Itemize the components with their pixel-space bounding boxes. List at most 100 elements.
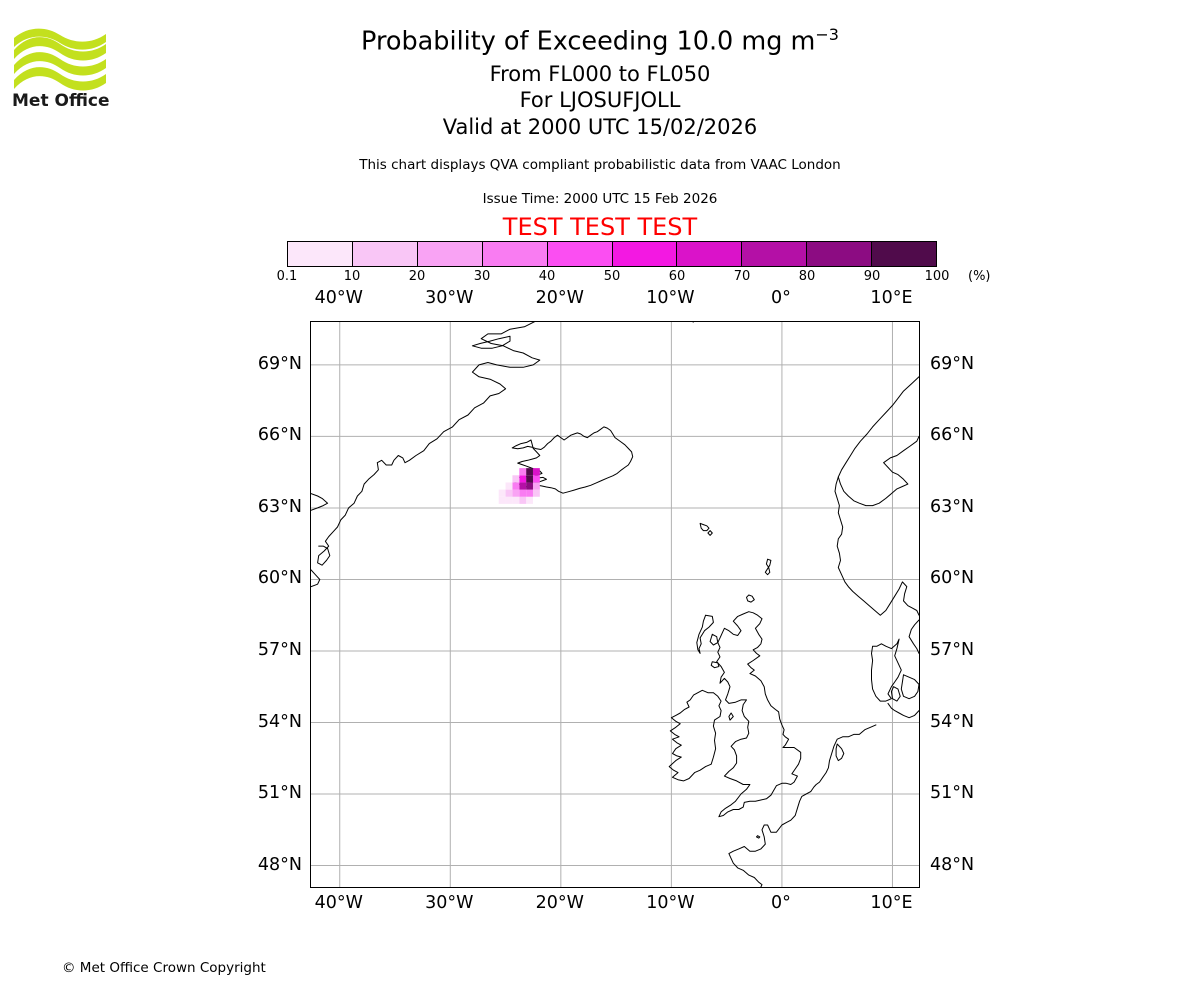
axis-label-right-60°N: 60°N (930, 568, 975, 589)
probability-cell-17 (532, 489, 540, 497)
axis-label-right-69°N: 69°N (930, 353, 975, 374)
axis-label-left-60°N: 60°N (257, 568, 302, 589)
colorbar-segment-0 (288, 242, 352, 266)
probability-cell-6 (532, 475, 540, 483)
colorbar-segment-8 (806, 242, 872, 266)
axis-label-top-20°W: 20°W (535, 288, 584, 308)
coastline-27 (887, 702, 919, 719)
axis-label-top-40°W: 40°W (314, 288, 363, 308)
axis-label-left-63°N: 63°N (257, 496, 302, 517)
qva-note: This chart displays QVA compliant probab… (359, 157, 841, 173)
probability-cell-13 (505, 489, 513, 497)
axis-label-top-10°W: 10°W (646, 288, 695, 308)
coastline-18 (834, 476, 919, 616)
probability-cell-11 (532, 482, 540, 490)
colorbar-tick-80: 80 (798, 269, 816, 284)
probability-cell-7 (505, 482, 513, 490)
coastline-2 (311, 569, 321, 588)
coastline-13 (728, 712, 734, 721)
coastline-26 (756, 835, 761, 839)
colorbar-tick-30: 30 (473, 269, 491, 284)
page-title-text: Probability of Exceeding 10.0 mg m (361, 26, 816, 57)
map-svg (311, 322, 919, 887)
logo-wave-1 (14, 37, 106, 61)
axis-label-bottom-10°W: 10°W (646, 893, 695, 913)
coastline-22 (890, 686, 901, 702)
colorbar-gradient (287, 241, 937, 267)
probability-cell-20 (512, 496, 520, 504)
colorbar-tick-0.1: 0.1 (276, 269, 298, 284)
probability-cell-21 (519, 496, 527, 504)
probability-cell-18 (498, 496, 506, 504)
logo-wave-group (14, 28, 106, 91)
probability-cell-2 (532, 468, 540, 476)
colorbar-tick-20: 20 (408, 269, 426, 284)
issue-time: Issue Time: 2000 UTC 15 Feb 2026 (482, 191, 718, 207)
colorbar-segment-7 (741, 242, 807, 266)
coastline-9 (764, 558, 772, 576)
colorbar-segment-1 (351, 242, 417, 266)
axis-label-left-69°N: 69°N (257, 353, 302, 374)
colorbar-segment-3 (481, 242, 547, 266)
coastline-23 (810, 724, 877, 793)
colorbar-tick-10: 10 (343, 269, 361, 284)
axis-label-left-66°N: 66°N (257, 425, 302, 446)
probability-cell-10 (526, 482, 533, 490)
coastline-20 (871, 638, 902, 702)
flight-level-range: From FL000 to FL050 (489, 62, 711, 86)
colorbar-segment-6 (676, 242, 742, 266)
coastline-17 (837, 376, 919, 507)
map-plot-area[interactable] (310, 321, 920, 888)
axis-label-left-57°N: 57°N (257, 639, 302, 660)
probability-cell-15 (519, 489, 527, 497)
axis-label-bottom-20°W: 20°W (535, 893, 584, 913)
axis-label-bottom-10°E: 10°E (870, 893, 913, 913)
axis-label-right-48°N: 48°N (930, 854, 975, 875)
test-banner: TEST TEST TEST (502, 213, 698, 241)
axis-label-right-54°N: 54°N (930, 711, 975, 732)
logo-wave-2 (14, 52, 106, 76)
axis-label-right-57°N: 57°N (930, 639, 975, 660)
probability-cell-1 (526, 468, 533, 476)
coastline-11 (716, 611, 802, 818)
coastline-8 (707, 530, 713, 536)
colorbar (287, 241, 937, 267)
page-title-exponent: −3 (815, 25, 839, 44)
axis-label-left-54°N: 54°N (257, 711, 302, 732)
colorbar-tick-90: 90 (863, 269, 881, 284)
coastline-21 (900, 674, 919, 700)
coastline-10 (746, 594, 755, 603)
coastline-25 (728, 791, 812, 887)
colorbar-ticks: 0.1 10 20 30 40 50 60 70 80 90 100 (277, 269, 950, 287)
colorbar-segment-5 (611, 242, 677, 266)
coastline-12 (668, 689, 722, 782)
logo-wave-3 (14, 67, 106, 91)
colorbar-segment-9 (871, 242, 937, 266)
coastline-24 (835, 743, 845, 762)
axis-label-top-0°: 0° (770, 288, 791, 308)
axis-label-bottom-0°: 0° (770, 893, 791, 913)
probability-cell-8 (512, 482, 520, 490)
probability-cell-16 (526, 489, 533, 497)
met-office-logo: Met Office (12, 20, 110, 115)
probability-cell-22 (526, 496, 533, 504)
coastline-19 (908, 619, 919, 654)
probability-cell-14 (512, 489, 520, 497)
axis-label-bottom-40°W: 40°W (314, 893, 363, 913)
colorbar-segment-4 (546, 242, 612, 266)
axis-label-top-30°W: 30°W (425, 288, 474, 308)
axis-label-right-66°N: 66°N (930, 425, 975, 446)
coastline-5 (511, 426, 634, 494)
colorbar-tick-50: 50 (603, 269, 621, 284)
coastline-16 (710, 661, 720, 669)
coastline-0 (317, 322, 541, 566)
axis-label-right-63°N: 63°N (930, 496, 975, 517)
coastline-1 (471, 335, 511, 349)
colorbar-tick-70: 70 (733, 269, 751, 284)
probability-cell-3 (512, 475, 520, 483)
colorbar-segment-2 (416, 242, 482, 266)
ash-probability-cells (498, 468, 540, 504)
met-office-logo-svg: Met Office (12, 28, 110, 111)
coastline-15 (709, 633, 719, 646)
colorbar-tick-100: 100 (924, 269, 950, 284)
